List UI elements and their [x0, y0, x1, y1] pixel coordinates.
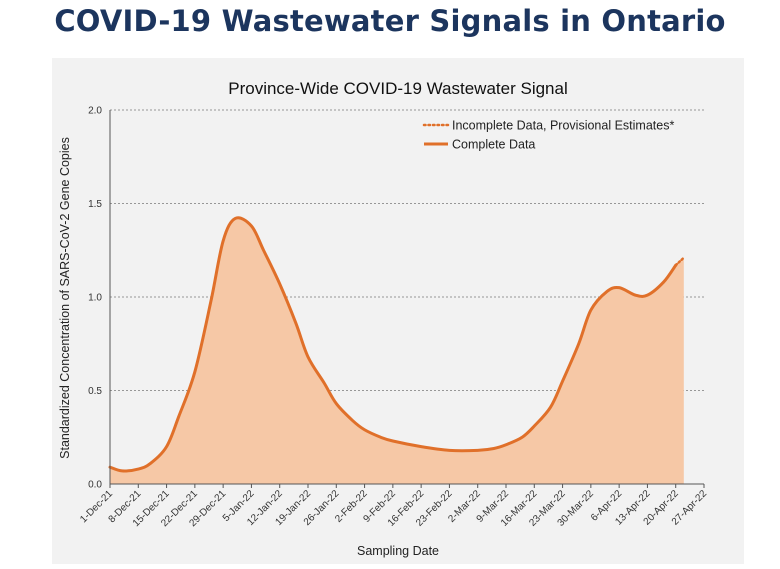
- x-axis-label: Sampling Date: [357, 544, 439, 558]
- y-tick-label: 1.5: [88, 199, 102, 210]
- page-title: COVID-19 Wastewater Signals in Ontario: [54, 4, 726, 38]
- axes: [109, 110, 705, 488]
- series-line-provisional: [674, 256, 686, 267]
- y-tick-labels: 0.0 0.5 1.0 1.5 2.0: [88, 106, 102, 491]
- y-tick-label: 2.0: [88, 106, 102, 117]
- y-tick-label: 1.0: [88, 293, 102, 304]
- legend-label-provisional: Incomplete Data, Provisional Estimates*: [452, 119, 674, 133]
- y-tick-label: 0.0: [88, 480, 102, 491]
- area-fill: [110, 217, 684, 484]
- y-axis-label: Standardized Concentration of SARS-CoV-2…: [58, 137, 72, 459]
- gridlines: [110, 109, 704, 391]
- series-line-complete-data: [108, 216, 678, 473]
- legend: Incomplete Data, Provisional Estimates* C…: [422, 119, 674, 152]
- area-fill-layer: [110, 217, 684, 484]
- chart-title: Province-Wide COVID-19 Wastewater Signal: [228, 79, 568, 98]
- x-tick-labels: 1-Dec-218-Dec-2115-Dec-2122-Dec-2129-Dec…: [78, 488, 709, 529]
- legend-label-complete: Complete Data: [452, 138, 535, 152]
- y-tick-label: 0.5: [88, 386, 102, 397]
- wastewater-chart: Province-Wide COVID-19 Wastewater Signal…: [58, 79, 709, 558]
- chart-panel: Province-Wide COVID-19 Wastewater Signal…: [52, 58, 744, 564]
- series-line-layer: [108, 216, 686, 473]
